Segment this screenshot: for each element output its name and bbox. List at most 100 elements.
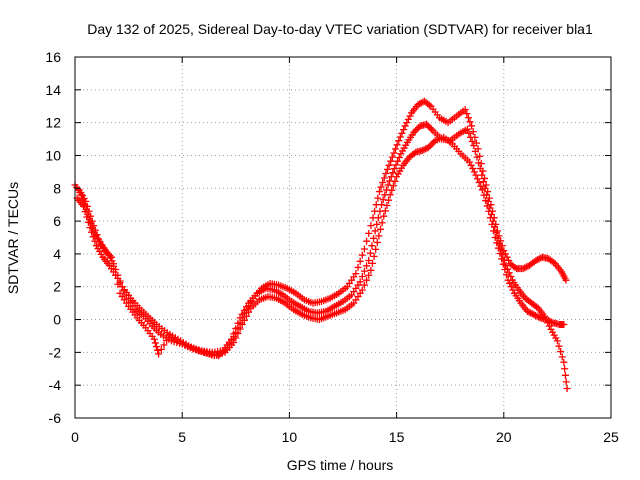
series-track-c — [75, 120, 571, 392]
data-point — [107, 253, 115, 261]
data-point-interp — [380, 174, 388, 182]
data-point-interp — [387, 157, 395, 165]
y-tick-label: -2 — [49, 344, 62, 360]
data-point-interp — [379, 196, 387, 204]
data-point — [560, 358, 568, 366]
data-point — [378, 201, 386, 209]
data-point — [382, 170, 390, 178]
data-point — [358, 286, 366, 294]
y-tick-label: 0 — [53, 312, 61, 328]
data-point-interp — [544, 319, 552, 327]
data-point-interp — [398, 129, 406, 137]
data-point — [523, 307, 531, 315]
data-point-interp — [532, 303, 540, 311]
data-point-interp — [377, 225, 385, 233]
data-point-interp — [87, 212, 95, 220]
data-point-interp — [561, 365, 569, 373]
data-point-interp — [376, 207, 384, 215]
data-point-interp — [378, 219, 386, 227]
data-point-interp — [487, 211, 495, 219]
data-point — [101, 247, 109, 255]
data-point-interp — [157, 345, 165, 353]
data-point-interp — [363, 276, 371, 284]
data-point-interp — [240, 307, 248, 315]
data-point-interp — [390, 149, 398, 157]
data-point — [367, 266, 375, 274]
data-point-interp — [240, 316, 248, 324]
data-point-interp — [152, 343, 160, 351]
data-point-interp — [381, 191, 389, 199]
data-point-interp — [354, 263, 362, 271]
data-point-interp — [505, 269, 513, 277]
data-point-interp — [90, 222, 98, 230]
data-point-interp — [85, 207, 93, 215]
data-point-interp — [395, 154, 403, 162]
data-point-interp — [394, 157, 402, 165]
data-point-interp — [363, 237, 371, 245]
data-point-interp — [370, 252, 378, 260]
data-point-interp — [112, 271, 120, 279]
data-point — [423, 120, 431, 128]
data-point — [496, 240, 504, 248]
data-point-interp — [534, 256, 542, 264]
data-point — [236, 314, 244, 322]
y-tick-label: 4 — [53, 246, 61, 262]
data-point — [519, 265, 527, 273]
data-point-interp — [393, 141, 401, 149]
data-point — [410, 128, 418, 136]
data-point-interp — [365, 271, 373, 279]
data-point-interp — [374, 194, 382, 202]
data-point — [541, 312, 549, 320]
data-point-interp — [416, 100, 424, 108]
data-point-interp — [471, 147, 479, 155]
data-point-interp — [410, 149, 418, 157]
data-point-interp — [475, 179, 483, 187]
data-point-interp — [504, 265, 512, 273]
data-point-interp — [392, 161, 400, 169]
data-point-interp — [104, 250, 112, 258]
data-point-interp — [558, 353, 566, 361]
data-point — [228, 335, 236, 343]
data-point-interp — [358, 251, 366, 259]
data-point-interp — [494, 234, 502, 242]
y-tick-label: 6 — [53, 213, 61, 229]
data-point-interp — [555, 342, 563, 350]
data-point-interp — [404, 115, 412, 123]
data-point-interp — [379, 179, 387, 187]
data-point-interp — [374, 214, 382, 222]
data-point — [365, 256, 373, 264]
data-point-interp — [562, 378, 570, 386]
data-point-interp — [400, 126, 408, 134]
data-point — [489, 217, 497, 225]
plot-frame — [74, 56, 612, 419]
data-point-interp — [484, 197, 492, 205]
data-point-interp — [243, 312, 251, 320]
data-point-interp — [392, 145, 400, 153]
data-point-interp — [93, 231, 101, 239]
data-point — [530, 311, 538, 319]
data-point — [384, 181, 392, 189]
data-point-interp — [88, 228, 96, 236]
x-tick-label: 10 — [282, 429, 298, 445]
data-point — [472, 171, 480, 179]
data-point-interp — [84, 218, 92, 226]
data-point-interp — [234, 319, 242, 327]
data-point — [82, 197, 90, 205]
data-point — [414, 101, 422, 109]
data-point-interp — [479, 178, 487, 186]
data-point-interp — [528, 310, 536, 318]
data-point — [483, 191, 491, 199]
y-tick-label: -4 — [49, 377, 62, 393]
data-point-interp — [473, 153, 481, 161]
data-point-interp — [550, 259, 558, 267]
data-point-interp — [481, 184, 489, 192]
data-point-interp — [89, 233, 97, 241]
data-point — [122, 291, 130, 299]
data-point-interp — [527, 309, 535, 317]
data-point-interp — [507, 272, 515, 280]
data-point-interp — [425, 101, 433, 109]
data-point-interp — [368, 242, 376, 250]
data-point-interp — [389, 169, 397, 177]
